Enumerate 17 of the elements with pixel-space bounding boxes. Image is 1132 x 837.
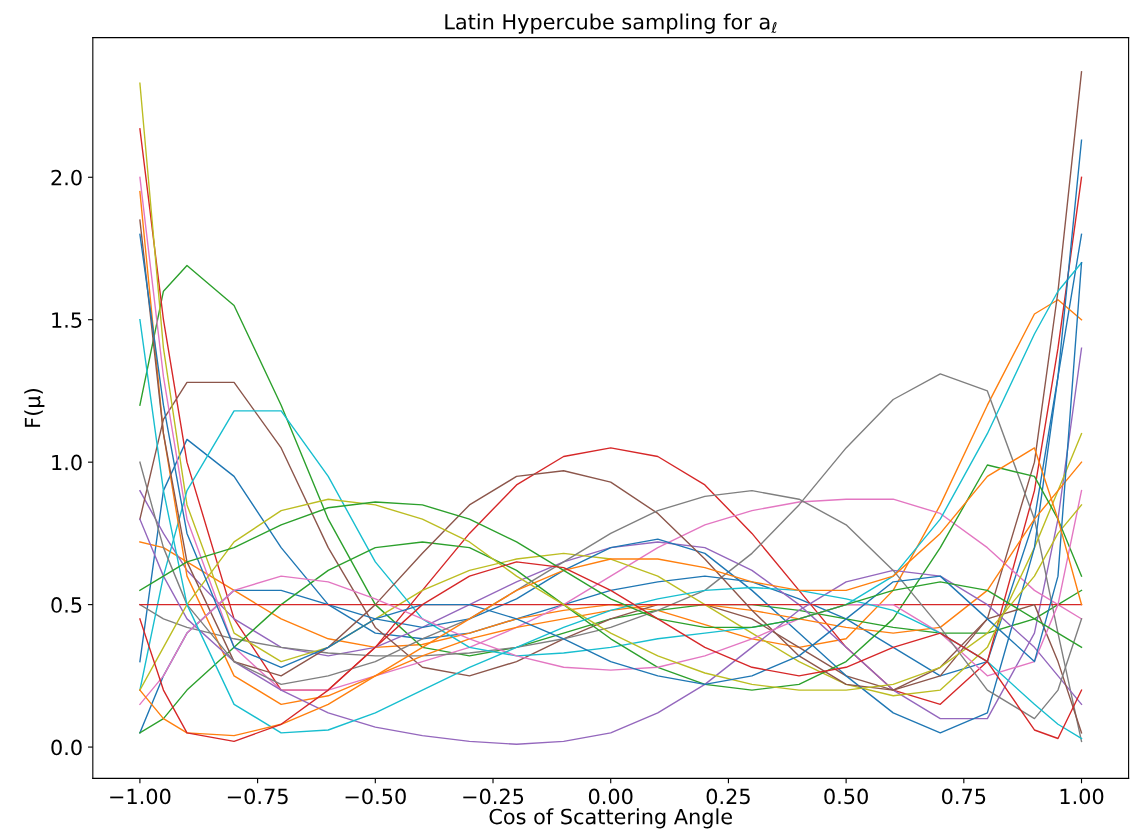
x-tick-label: −0.25 xyxy=(463,788,524,805)
y-tick-label: 2.0 xyxy=(51,169,82,186)
x-tick-label: 0.25 xyxy=(706,788,750,805)
x-tick-label: 0.75 xyxy=(942,788,986,805)
y-tick-label: 0.5 xyxy=(51,597,82,613)
y-axis-title: F(μ) xyxy=(24,389,45,427)
x-tick-label: −0.50 xyxy=(345,788,406,805)
x-tick-label: 0.00 xyxy=(588,788,633,805)
x-tick-label: 0.50 xyxy=(824,788,868,805)
chart-title: Latin Hypercube sampling for a$_{ℓ}$ xyxy=(445,13,777,34)
y-tick-label: 1.0 xyxy=(52,454,82,471)
y-tick-label: 1.5 xyxy=(52,312,82,328)
y-tick-label: 0.0 xyxy=(51,739,82,756)
x-axis-title: Cos of Scattering Angle xyxy=(489,808,732,829)
x-tick-label: −0.75 xyxy=(227,788,288,805)
x-tick-label: −1.00 xyxy=(110,788,171,805)
x-tick-label: 1.00 xyxy=(1060,788,1104,805)
